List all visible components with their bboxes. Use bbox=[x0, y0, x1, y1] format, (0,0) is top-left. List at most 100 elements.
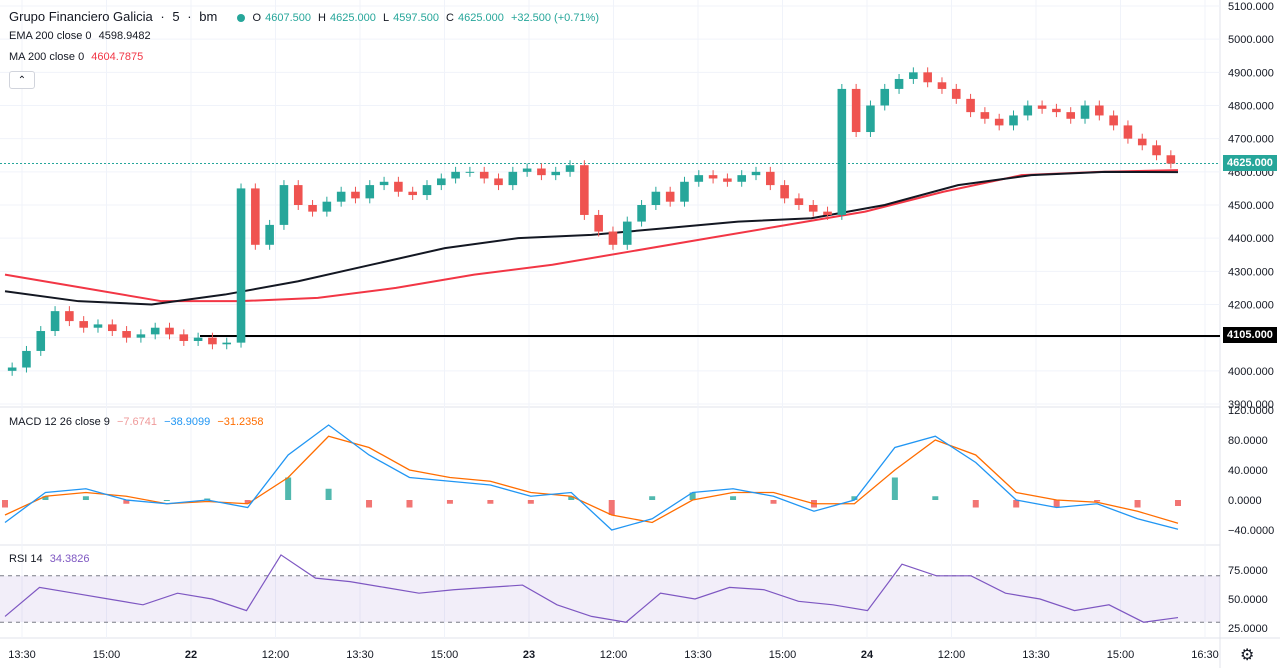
candle-body bbox=[1123, 125, 1133, 139]
macd-histogram-bar bbox=[568, 496, 575, 500]
candle-body bbox=[665, 191, 675, 202]
time-tick-label: 15:00 bbox=[93, 649, 121, 661]
candle-body bbox=[751, 171, 761, 176]
candle-body bbox=[1095, 105, 1104, 116]
candle-body bbox=[580, 165, 589, 215]
candle-body bbox=[451, 171, 460, 179]
rsi-line bbox=[4, 554, 1179, 623]
candle-body bbox=[308, 205, 317, 212]
candle-body bbox=[694, 175, 704, 182]
candle-body bbox=[723, 178, 732, 182]
time-tick-label: 13:30 bbox=[8, 649, 36, 661]
open-key: O bbox=[252, 12, 262, 24]
ema-legend[interactable]: EMA 200 close 0 4598.9482 bbox=[9, 30, 155, 42]
ma200-line bbox=[4, 169, 1179, 303]
macd-histogram-bar bbox=[446, 500, 453, 504]
low-value: 4597.500 bbox=[393, 12, 439, 24]
candle-body bbox=[165, 327, 174, 335]
time-tick-label: 22 bbox=[185, 649, 197, 661]
candle-body bbox=[737, 175, 746, 182]
macd-histogram-bar bbox=[1053, 500, 1060, 508]
candle-body bbox=[1109, 115, 1118, 126]
macd-histogram-bar bbox=[730, 496, 737, 500]
macd-signal-line bbox=[4, 435, 1179, 524]
interval[interactable]: 5 bbox=[172, 9, 180, 24]
candle-body bbox=[465, 171, 475, 173]
time-tick-label: 12:00 bbox=[262, 649, 290, 661]
time-tick-label: 15:00 bbox=[1107, 649, 1135, 661]
price-tick-label: 4700.000 bbox=[1228, 134, 1274, 146]
price-tick-label: 4200.000 bbox=[1228, 300, 1274, 312]
green-dot-icon bbox=[236, 13, 245, 22]
macd-histogram-bar bbox=[649, 496, 656, 500]
candle-body bbox=[265, 224, 274, 245]
candle-body bbox=[1137, 138, 1147, 146]
candle-body bbox=[322, 201, 332, 212]
ma-legend[interactable]: MA 200 close 0 4604.7875 bbox=[9, 51, 147, 63]
candle-body bbox=[351, 191, 360, 199]
candle-body bbox=[994, 118, 1004, 126]
macd-histogram-bar bbox=[204, 498, 211, 500]
macd-histogram-bar bbox=[1134, 500, 1141, 508]
change-value: +32.500 (+0.71%) bbox=[510, 12, 600, 24]
macd-legend[interactable]: MACD 12 26 close 9 −7.6741 −38.9099 −31.… bbox=[9, 416, 268, 428]
macd-label: MACD 12 26 close 9 bbox=[9, 416, 110, 428]
time-tick-label: 15:00 bbox=[431, 649, 459, 661]
candle-body bbox=[880, 88, 890, 106]
candle-body bbox=[36, 331, 46, 351]
macd-histogram-bar bbox=[1175, 500, 1181, 506]
rsi-tick-label: 50.0000 bbox=[1228, 594, 1268, 606]
candle-body bbox=[780, 185, 789, 199]
candle-body bbox=[937, 82, 947, 89]
macd-histogram-bar bbox=[932, 496, 939, 500]
candle-body bbox=[107, 324, 117, 332]
symbol-name[interactable]: Grupo Financiero Galicia bbox=[9, 9, 153, 24]
ma-label: MA 200 close 0 bbox=[9, 51, 85, 63]
chevron-up-icon: ⌃ bbox=[17, 74, 27, 86]
candle-body bbox=[1037, 105, 1047, 109]
macd-histogram-bar bbox=[244, 500, 251, 504]
candle-body bbox=[508, 171, 518, 186]
candle-body bbox=[7, 367, 17, 371]
time-tick-label: 13:30 bbox=[1022, 649, 1050, 661]
collapse-legend-button[interactable]: ⌃ bbox=[9, 71, 35, 89]
candle-body bbox=[479, 171, 489, 179]
candle-body bbox=[365, 185, 375, 199]
macd-histogram-bar bbox=[325, 488, 332, 500]
candle-body bbox=[794, 198, 804, 205]
candle-body bbox=[408, 191, 417, 196]
high-key: H bbox=[318, 12, 326, 24]
candle-body bbox=[494, 178, 503, 186]
price-tick-label: 5100.000 bbox=[1228, 1, 1274, 13]
candle-body bbox=[708, 175, 718, 179]
price-tick-label: 4500.000 bbox=[1228, 200, 1274, 212]
candle-body bbox=[966, 98, 975, 113]
rsi-legend[interactable]: RSI 14 34.3826 bbox=[9, 553, 93, 565]
candle-body bbox=[766, 171, 775, 186]
macd-histogram-bar bbox=[1013, 500, 1020, 508]
candle-body bbox=[50, 311, 60, 332]
time-tick-label: 16:30 bbox=[1191, 649, 1219, 661]
candle-body bbox=[823, 211, 832, 215]
candle-body bbox=[537, 168, 546, 176]
candle-body bbox=[150, 327, 160, 335]
candle-body bbox=[622, 221, 632, 245]
candle-body bbox=[909, 72, 918, 79]
candle-body bbox=[551, 171, 561, 176]
candle-body bbox=[65, 311, 74, 322]
time-tick-label: 23 bbox=[523, 649, 535, 661]
gear-icon[interactable]: ⚙ bbox=[1240, 647, 1255, 664]
macd-histogram-bar bbox=[851, 496, 858, 500]
candle-body bbox=[93, 324, 103, 328]
candle-body bbox=[208, 337, 217, 345]
rsi-value: 34.3826 bbox=[49, 553, 90, 565]
macd-tick-label: 120.0000 bbox=[1228, 405, 1274, 417]
candle-body bbox=[193, 337, 203, 341]
macd-tick-label: 0.0000 bbox=[1228, 495, 1262, 507]
level-price-tag: 4105.000 bbox=[1223, 327, 1277, 343]
current-price-tag: 4625.000 bbox=[1223, 155, 1277, 171]
macd-histogram-bar bbox=[689, 492, 696, 500]
rsi-label: RSI 14 bbox=[9, 553, 43, 565]
macd-histogram-bar bbox=[406, 500, 413, 508]
